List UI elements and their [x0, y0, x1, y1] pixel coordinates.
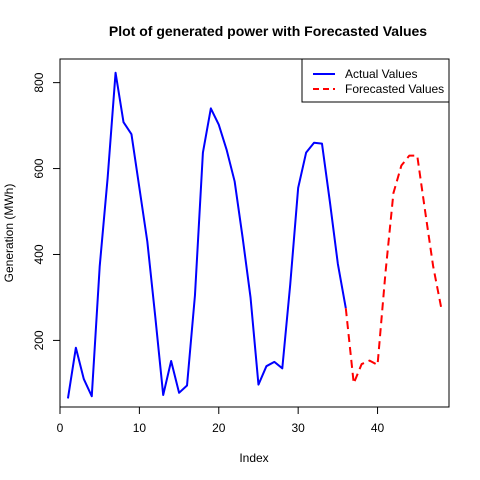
y-tick-label: 200 — [32, 330, 46, 350]
series-line-actual — [66, 71, 347, 399]
legend-label-actual: Actual Values — [345, 67, 418, 81]
x-tick-label: 0 — [57, 421, 64, 435]
y-axis: 200 400 600 800 — [32, 72, 61, 350]
legend: Actual Values Forecasted Values — [301, 58, 450, 103]
plot-frame — [59, 58, 450, 408]
series-line-forecast — [344, 154, 443, 385]
legend-label-forecast: Forecasted Values — [345, 82, 444, 96]
series-layer — [66, 71, 443, 399]
y-tick-label: 400 — [32, 244, 46, 264]
x-tick-label: 20 — [212, 421, 226, 435]
legend-box — [301, 58, 450, 103]
y-tick-label: 600 — [32, 158, 46, 178]
x-tick-label: 40 — [371, 421, 385, 435]
y-tick-label: 800 — [32, 72, 46, 92]
x-tick-label: 30 — [291, 421, 305, 435]
y-axis-label: Generation (MWh) — [2, 184, 16, 283]
x-axis: 0 10 20 30 40 — [57, 406, 385, 435]
x-tick-label: 10 — [133, 421, 147, 435]
chart-title: Plot of generated power with Forecasted … — [109, 23, 427, 39]
x-axis-label: Index — [239, 451, 268, 465]
